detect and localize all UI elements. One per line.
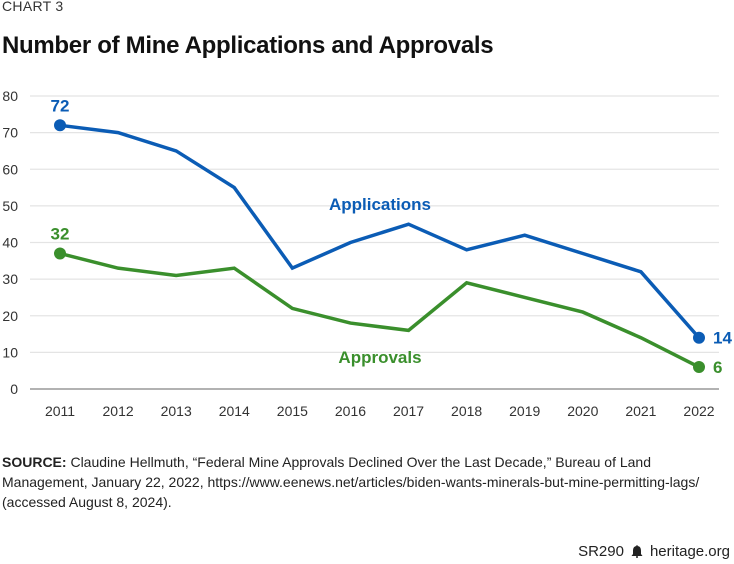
chart-kicker: CHART 3	[2, 0, 64, 14]
y-tick-label: 0	[10, 381, 18, 397]
x-tick-label: 2015	[277, 403, 308, 419]
site-name: heritage.org	[649, 543, 730, 560]
end-value-label: 6	[713, 358, 722, 377]
liberty-bell-icon	[631, 545, 643, 558]
x-tick-label: 2016	[335, 403, 366, 419]
x-tick-label: 2022	[683, 403, 714, 419]
source-note: SOURCE: Claudine Hellmuth, “Federal Mine…	[2, 452, 732, 512]
x-tick-label: 2013	[161, 403, 192, 419]
x-tick-label: 2012	[103, 403, 134, 419]
x-tick-label: 2014	[219, 403, 250, 419]
y-tick-label: 10	[2, 344, 18, 360]
end-point-applications	[693, 331, 705, 344]
series-line-applications	[59, 123, 701, 339]
y-tick-label: 40	[2, 235, 18, 251]
y-tick-label: 80	[2, 88, 18, 104]
series-lines	[54, 119, 705, 374]
x-tick-label: 2017	[393, 403, 424, 419]
x-tick-label: 2011	[45, 403, 75, 419]
report-id: SR290	[578, 543, 624, 560]
y-axis-ticks: 0 10 20 30 40 50 60 70 80	[2, 88, 18, 397]
x-tick-label: 2021	[625, 403, 656, 419]
y-tick-label: 70	[2, 125, 18, 141]
gridlines	[30, 95, 719, 353]
source-text: Claudine Hellmuth, “Federal Mine Approva…	[2, 454, 700, 510]
start-point-applications	[54, 119, 66, 132]
series-name-label: Approvals	[338, 348, 421, 367]
chart-title: Number of Mine Applications and Approval…	[2, 32, 494, 59]
y-tick-label: 30	[2, 271, 18, 287]
series-name-label: Applications	[329, 195, 431, 214]
end-point-approvals	[693, 361, 705, 374]
start-value-label: 72	[51, 96, 70, 115]
y-tick-label: 60	[2, 161, 18, 177]
series-line-approvals	[59, 251, 700, 369]
source-label: SOURCE:	[2, 454, 67, 470]
footer: SR290 heritage.org	[578, 543, 730, 560]
start-point-approvals	[54, 247, 66, 260]
y-tick-label: 20	[2, 308, 18, 324]
x-tick-label: 2018	[451, 403, 482, 419]
series-labels: 72 14 Applications 32 6 Approvals	[51, 96, 733, 377]
start-value-label: 32	[51, 224, 70, 243]
x-tick-label: 2019	[509, 403, 540, 419]
x-axis-ticks: 2011 2012 2013 2014 2015 2016 2017 2018 2019 2020…	[45, 403, 715, 419]
end-value-label: 14	[713, 329, 732, 348]
x-tick-label: 2020	[567, 403, 598, 419]
y-tick-label: 50	[2, 198, 18, 214]
